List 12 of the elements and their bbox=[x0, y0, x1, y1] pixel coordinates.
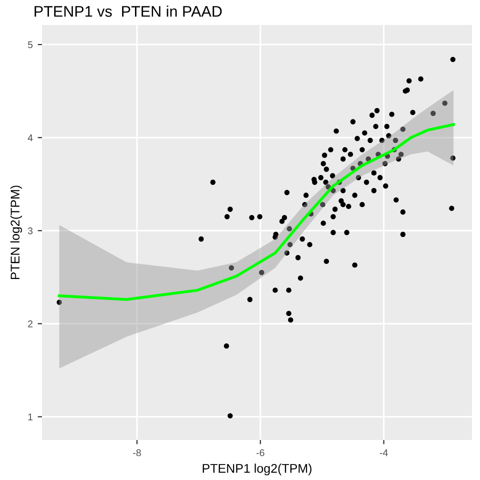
x-tick-label: -6 bbox=[256, 449, 264, 456]
x-tick-label: -8 bbox=[133, 449, 141, 456]
y-tick-label: 3 bbox=[28, 227, 33, 234]
y-tick-label: 4 bbox=[28, 134, 33, 142]
y-tick-label: 1 bbox=[28, 414, 32, 420]
y-tick-label: 2 bbox=[28, 320, 32, 328]
chart-title: PTENP1 vs PTEN in PAAD bbox=[34, 6, 222, 17]
y-axis-title: PTEN log2(TPM) bbox=[10, 186, 22, 280]
y-tick-label: 5 bbox=[28, 41, 33, 48]
x-tick-label: -4 bbox=[380, 449, 388, 456]
x-axis-title: PTENP1 log2(TPM) bbox=[202, 464, 312, 476]
line-series bbox=[58, 123, 455, 301]
